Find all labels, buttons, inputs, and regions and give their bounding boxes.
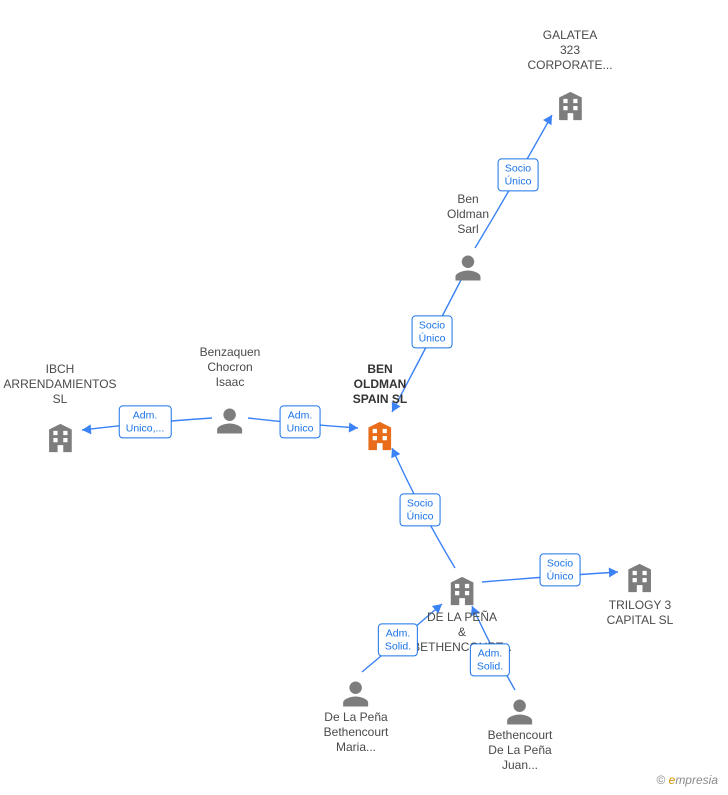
node-benzaquen[interactable]: Benzaquen Chocron Isaac (200, 345, 261, 390)
node-label: Bethencourt De La Peña Juan... (488, 728, 553, 773)
node-ben_oldman_sarl[interactable]: Ben Oldman Sarl (447, 192, 489, 237)
person-icon-wrap (453, 247, 483, 283)
building-icon-wrap (363, 413, 397, 453)
person-icon (341, 679, 371, 709)
person-icon (505, 697, 535, 727)
node-trilogy[interactable]: TRILOGY 3 CAPITAL SL (607, 598, 674, 628)
brand-rest: mpresia (675, 773, 718, 787)
person-icon (453, 253, 483, 283)
building-icon-wrap (553, 83, 587, 123)
node-label: De La Peña Bethencourt Maria... (324, 710, 389, 755)
building-icon (43, 421, 77, 455)
building-icon (623, 561, 657, 595)
edge-label[interactable]: Socio Único (540, 553, 581, 586)
building-icon-wrap (445, 568, 479, 608)
node-ibch[interactable]: IBCH ARRENDAMIENTOS SL (3, 362, 116, 407)
person-icon-wrap (505, 691, 535, 727)
node-label: Ben Oldman Sarl (447, 192, 489, 237)
edge-label[interactable]: Socio Único (498, 158, 539, 191)
edge-label[interactable]: Adm. Solid. (378, 623, 418, 656)
diagram-canvas: BEN OLDMAN SPAIN SL GALATEA 323 CORPORAT… (0, 0, 728, 795)
node-maria[interactable]: De La Peña Bethencourt Maria... (324, 710, 389, 755)
node-label: IBCH ARRENDAMIENTOS SL (3, 362, 116, 407)
edge-label[interactable]: Socio Único (412, 315, 453, 348)
edge-label[interactable]: Socio Único (400, 493, 441, 526)
watermark: © empresia (656, 773, 718, 787)
node-label: GALATEA 323 CORPORATE... (527, 28, 612, 73)
edge-label[interactable]: Adm. Unico (280, 405, 321, 438)
node-label: BEN OLDMAN SPAIN SL (353, 362, 407, 407)
person-icon (215, 406, 245, 436)
building-icon-wrap (43, 415, 77, 455)
person-icon-wrap (341, 673, 371, 709)
building-icon-wrap (623, 555, 657, 595)
node-galatea[interactable]: GALATEA 323 CORPORATE... (527, 28, 612, 73)
edge-label[interactable]: Adm. Solid. (470, 643, 510, 676)
building-icon (553, 89, 587, 123)
node-center[interactable]: BEN OLDMAN SPAIN SL (353, 362, 407, 407)
copyright-symbol: © (656, 773, 665, 787)
node-label: TRILOGY 3 CAPITAL SL (607, 598, 674, 628)
node-label: Benzaquen Chocron Isaac (200, 345, 261, 390)
node-juan[interactable]: Bethencourt De La Peña Juan... (488, 728, 553, 773)
building-icon (445, 574, 479, 608)
edge-label[interactable]: Adm. Unico,... (119, 405, 172, 438)
person-icon-wrap (215, 400, 245, 436)
building-icon (363, 419, 397, 453)
